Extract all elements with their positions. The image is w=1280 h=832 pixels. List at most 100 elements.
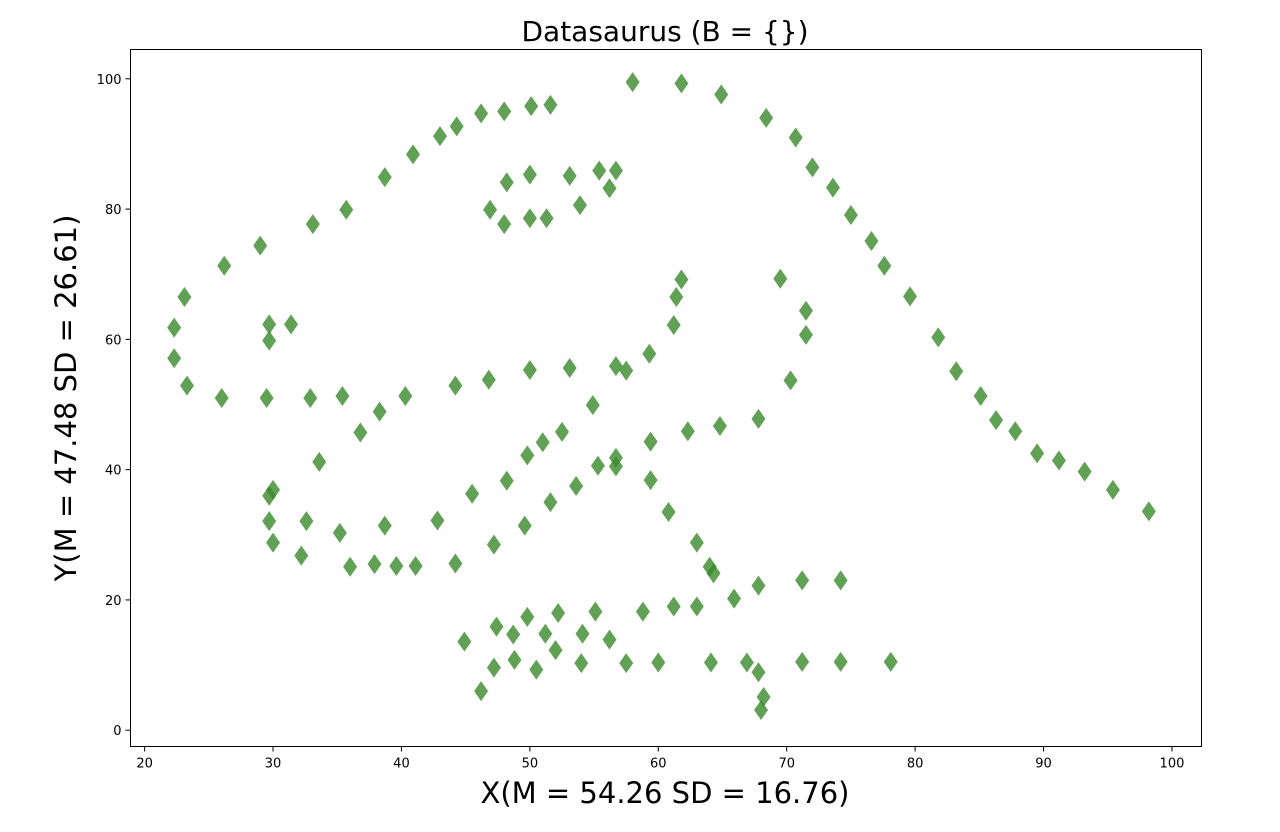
- data-point: [798, 324, 813, 345]
- data-point: [635, 601, 650, 622]
- data-point: [522, 359, 537, 380]
- data-point: [332, 522, 347, 543]
- data-point: [751, 662, 766, 683]
- x-axis: 20 30 40 50 60 70 80 90 100: [136, 746, 1185, 772]
- data-point: [522, 164, 537, 185]
- data-point: [798, 300, 813, 321]
- data-point: [520, 606, 535, 627]
- data-point: [543, 492, 558, 513]
- data-point: [167, 348, 182, 369]
- data-point: [643, 431, 658, 452]
- data-point: [759, 107, 774, 128]
- data-point: [973, 386, 988, 407]
- data-point: [497, 101, 512, 122]
- data-point: [506, 624, 521, 645]
- data-point: [1008, 421, 1023, 442]
- data-point: [788, 127, 803, 148]
- data-point: [843, 204, 858, 225]
- data-point: [1105, 479, 1120, 500]
- data-point: [177, 287, 192, 308]
- data-point: [619, 360, 634, 381]
- data-point: [520, 445, 535, 466]
- data-point: [642, 343, 657, 364]
- data-point: [661, 501, 676, 522]
- data-point: [486, 657, 501, 678]
- data-point: [343, 556, 358, 577]
- data-point: [266, 479, 281, 500]
- data-point: [389, 556, 404, 577]
- data-point: [489, 616, 504, 637]
- data-point: [651, 652, 666, 673]
- data-point: [575, 623, 590, 644]
- data-point: [666, 315, 681, 336]
- y-tick-label: 40: [105, 464, 122, 479]
- data-point: [430, 510, 445, 531]
- data-point: [689, 532, 704, 553]
- data-point: [377, 167, 392, 188]
- data-point: [367, 554, 382, 575]
- data-point: [180, 375, 195, 396]
- x-tick-label: 30: [265, 757, 282, 772]
- x-tick-label: 80: [907, 757, 924, 772]
- data-point: [474, 681, 489, 702]
- y-axis: 0 20 40 60 80 100: [97, 73, 131, 739]
- data-point: [497, 214, 512, 235]
- data-point: [262, 314, 277, 335]
- data-point: [483, 199, 498, 220]
- x-tick-label: 20: [136, 757, 153, 772]
- data-point: [214, 388, 229, 408]
- data-point: [751, 408, 766, 429]
- data-point: [602, 178, 617, 199]
- data-point: [619, 653, 634, 674]
- data-point: [432, 126, 447, 147]
- data-point: [167, 317, 182, 338]
- data-point: [706, 563, 721, 584]
- data-point: [714, 84, 729, 105]
- data-point: [712, 416, 727, 437]
- data-point: [883, 651, 898, 672]
- data-point: [590, 455, 605, 476]
- data-point: [825, 177, 840, 198]
- data-point: [299, 511, 314, 532]
- data-point: [833, 651, 848, 672]
- data-point: [608, 456, 623, 477]
- data-point: [522, 208, 537, 229]
- data-point: [335, 386, 350, 407]
- data-point: [266, 532, 281, 553]
- data-point: [529, 659, 544, 680]
- x-tick-label: 40: [393, 757, 410, 772]
- data-point: [284, 314, 299, 335]
- data-point: [517, 515, 532, 536]
- data-point: [305, 214, 320, 235]
- data-point: [465, 483, 480, 504]
- data-point: [902, 286, 917, 307]
- data-point: [931, 327, 946, 348]
- data-point: [689, 596, 704, 617]
- x-tick-label: 60: [650, 757, 667, 772]
- chart-title: Datasaurus (B = {}): [521, 15, 808, 48]
- data-point: [674, 73, 689, 94]
- data-point: [499, 172, 514, 193]
- data-point: [756, 686, 771, 707]
- y-tick-label: 80: [105, 203, 122, 218]
- data-point: [548, 640, 563, 661]
- x-tick-label: 70: [778, 757, 795, 772]
- data-point: [543, 94, 558, 115]
- data-point: [562, 165, 577, 186]
- data-point: [551, 602, 566, 623]
- data-point: [805, 157, 820, 178]
- data-point: [703, 652, 718, 673]
- x-tick-label: 100: [1160, 757, 1185, 772]
- data-point: [259, 388, 274, 408]
- data-point: [294, 545, 309, 566]
- data-point: [877, 255, 892, 276]
- plot-area-frame: [130, 49, 1202, 747]
- data-point: [666, 596, 681, 617]
- data-point: [588, 601, 603, 622]
- data-point: [625, 72, 640, 93]
- data-point: [449, 116, 464, 137]
- data-point: [680, 421, 695, 442]
- data-point: [539, 208, 554, 229]
- data-point: [499, 470, 514, 491]
